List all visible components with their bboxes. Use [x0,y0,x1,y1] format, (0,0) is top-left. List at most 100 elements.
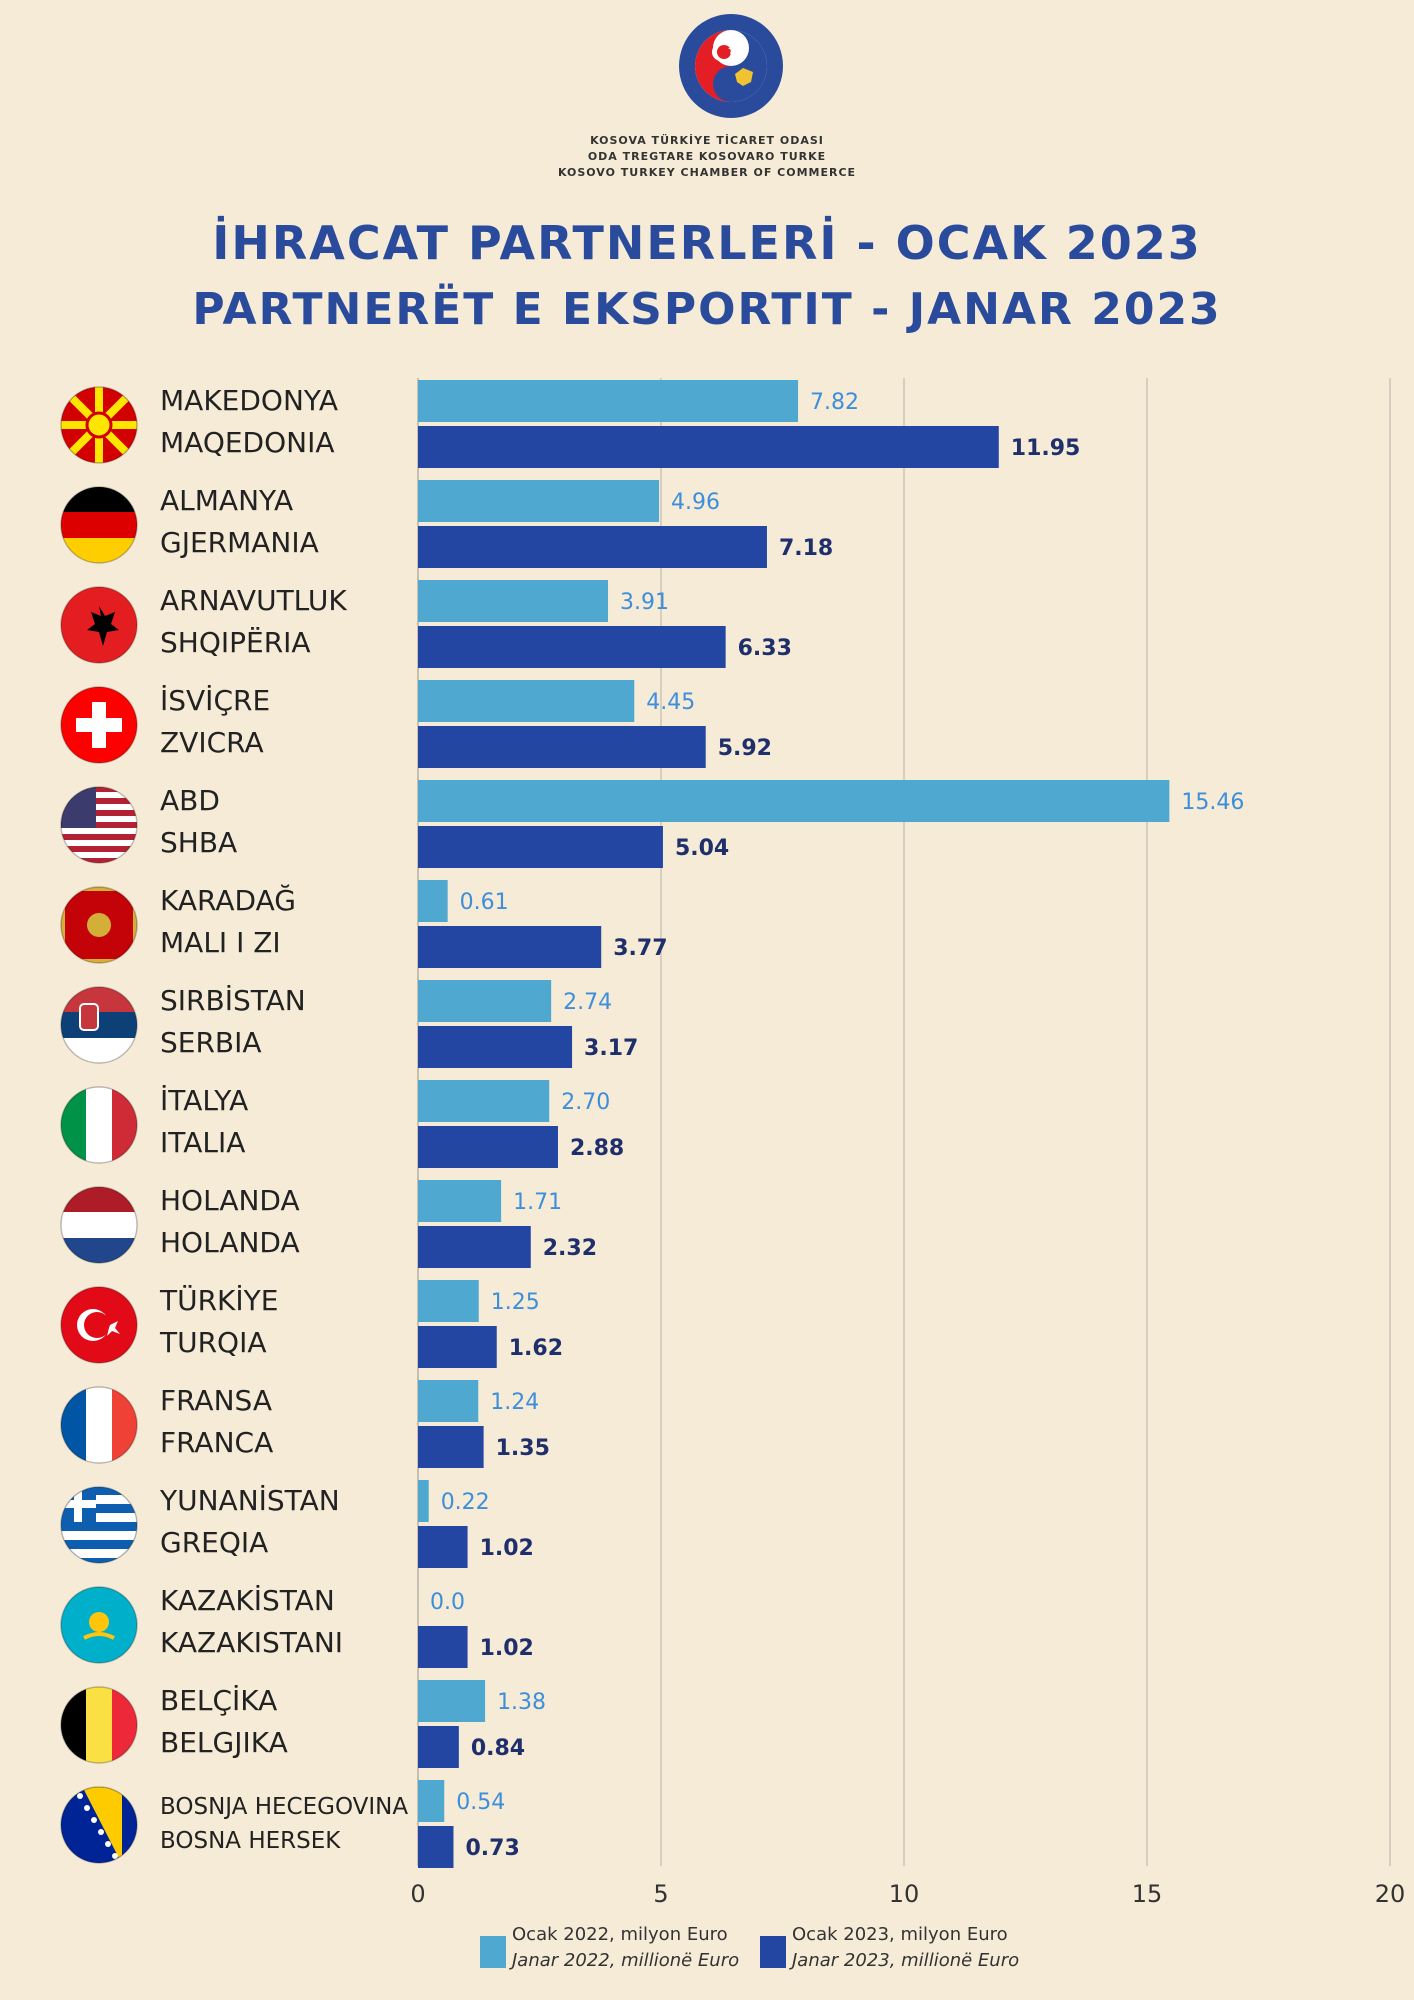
bar-2022 [418,1280,479,1322]
chart-subtitle: PARTNERËT E EKSPORTIT - JANAR 2023 [192,284,1222,335]
country-label-sq: ITALIA [160,1126,246,1159]
legend-swatch-2023 [760,1936,786,1968]
x-tick-label: 0 [410,1880,425,1908]
bar-2022 [418,980,552,1022]
country-label-tr: BELÇİKA [160,1684,278,1717]
bar-2022 [418,380,799,422]
legend-label-2022: Ocak 2022, milyon Euro [512,1924,728,1945]
data-label: 7.82 [810,390,859,415]
country-label-tr: SIRBİSTAN [160,984,306,1017]
data-label: 0.54 [456,1790,505,1815]
data-label: 3.77 [613,936,667,961]
country-label-tr: ARNAVUTLUK [160,584,347,617]
bar-2022 [418,1680,486,1722]
italy-flag-icon [60,1086,138,1164]
bosnia-flag-icon [60,1786,138,1864]
switzerland-flag-icon [60,686,138,764]
bar-2023 [418,1726,459,1768]
x-tick-label: 15 [1132,1880,1163,1908]
data-label: 2.88 [570,1136,624,1161]
data-label: 2.32 [543,1236,597,1261]
data-label: 2.74 [563,990,612,1015]
bar-2023 [418,1226,531,1268]
netherlands-flag-icon [60,1186,138,1264]
data-label: 3.91 [620,590,669,615]
serbia-flag-icon [60,986,138,1064]
country-label-sq: BELGJIKA [160,1726,288,1759]
data-label: 1.38 [497,1690,546,1715]
bar-2023 [418,1526,468,1568]
data-label: 7.18 [779,536,833,561]
legend-swatch-2022 [480,1936,506,1968]
turkey-flag-icon [60,1286,138,1364]
country-label-sq: HOLANDA [160,1226,300,1259]
bar-2022 [418,480,660,522]
data-label: 0.61 [460,890,509,915]
data-label: 4.96 [671,490,720,515]
belgium-flag-icon [60,1686,138,1764]
bar-2023 [418,426,999,468]
country-label-tr: ABD [160,784,220,817]
country-label-sq: SHQIPËRIA [160,626,311,659]
chart-title: İHRACAT PARTNERLERİ - OCAK 2023 [212,216,1202,270]
bar-2023 [418,1426,484,1468]
country-label-tr: İTALYA [160,1084,249,1117]
bar-2023 [418,1026,573,1068]
country-label-sq: MAQEDONIA [160,426,335,459]
country-label-sq: GJERMANIA [160,526,319,559]
data-label: 0.22 [441,1490,490,1515]
bar-2023 [418,1326,497,1368]
x-tick-label: 20 [1375,1880,1406,1908]
country-label-sq: SERBIA [160,1026,262,1059]
bar-2023 [418,1826,454,1868]
bar-2022 [418,1780,445,1822]
bar-2022 [418,780,1170,822]
country-label-sq: BOSNA HERSEK [160,1828,341,1854]
org-name-en: KOSOVO TURKEY CHAMBER OF COMMERCE [557,166,857,179]
country-label-tr: HOLANDA [160,1184,300,1217]
data-label: 1.02 [480,1636,534,1661]
data-label: 0.0 [430,1590,465,1615]
montenegro-flag-icon [60,886,138,964]
bar-2023 [418,826,663,868]
data-label: 6.33 [738,636,792,661]
legend-label-2022-sq: Janar 2022, millionë Euro [512,1950,740,1971]
country-label-sq: KAZAKISTANI [160,1626,344,1659]
country-label-tr: BOSNJA HECEGOVINA [160,1794,409,1820]
country-label-sq: SHBA [160,826,238,859]
org-name-tr: KOSOVA TÜRKİYE TİCARET ODASI [590,134,824,147]
bar-2022 [418,1380,479,1422]
germany-flag-icon [60,486,138,564]
bar-2023 [418,926,602,968]
data-label: 1.62 [509,1336,563,1361]
data-label: 5.92 [718,736,772,761]
data-label: 15.46 [1181,790,1244,815]
country-label-sq: GREQIA [160,1526,269,1559]
bar-2023 [418,626,726,668]
country-label-tr: YUNANİSTAN [160,1484,340,1517]
country-label-tr: KAZAKİSTAN [160,1584,335,1617]
chamber-logo [679,14,783,118]
greece-flag-icon [60,1486,138,1564]
albania-flag-icon [60,586,138,664]
data-label: 1.35 [496,1436,550,1461]
north-macedonia-flag-icon [60,386,138,464]
usa-flag-icon [60,786,138,864]
bar-2023 [418,526,767,568]
legend-label-2023-sq: Janar 2023, millionë Euro [792,1950,1020,1971]
country-label-tr: ALMANYA [160,484,294,517]
country-label-sq: ZVICRA [160,726,264,759]
data-label: 3.17 [584,1036,638,1061]
country-label-sq: TURQIA [160,1326,267,1359]
bar-2023 [418,1126,558,1168]
bar-2022 [418,1080,550,1122]
bar-2022 [418,680,635,722]
org-name-sq: ODA TREGTARE KOSOVARO TURKE [587,150,827,163]
x-tick-label: 10 [889,1880,920,1908]
data-label: 11.95 [1011,436,1081,461]
bar-2023 [418,1626,468,1668]
france-flag-icon [60,1386,138,1464]
country-label-tr: İSVİÇRE [160,684,271,717]
country-label-tr: KARADAĞ [160,884,296,917]
country-label-tr: FRANSA [160,1384,272,1417]
